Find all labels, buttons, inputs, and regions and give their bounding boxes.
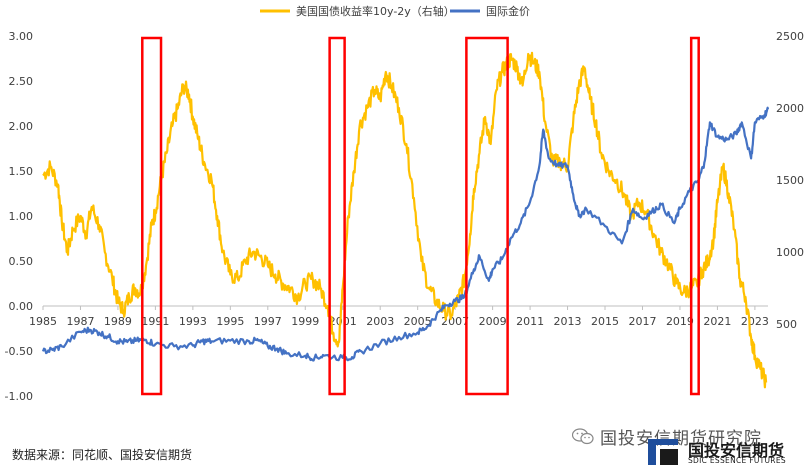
x-tick-label: 2013 <box>554 315 582 328</box>
x-tick-label: 2009 <box>479 315 507 328</box>
legend-label-gold: 国际金价 <box>486 4 530 18</box>
x-tick-label: 1985 <box>29 315 57 328</box>
logo-english-name: SDIC ESSENCE FUTURES <box>688 456 786 465</box>
y-left-tick-label: 0.00 <box>9 300 34 313</box>
logo-chinese-name: 国投安信期货 <box>688 441 785 460</box>
series-lines <box>41 51 770 389</box>
x-tick-label: 1997 <box>254 315 282 328</box>
x-tick-label: 2015 <box>591 315 619 328</box>
series-line-gold-price <box>41 106 770 362</box>
logo-mark-icon <box>648 439 678 465</box>
series-line-yield-spread <box>42 51 768 389</box>
highlight-box <box>141 36 163 396</box>
y-left-tick-label: -0.50 <box>5 345 33 358</box>
x-tick-label: 2001 <box>329 315 357 328</box>
y-right-tick-label: 2000 <box>776 102 804 115</box>
y-left-tick-label: 0.50 <box>9 255 34 268</box>
x-tick-label: 2003 <box>366 315 394 328</box>
x-tick-label: 2023 <box>741 315 769 328</box>
highlight-boxes <box>141 36 700 396</box>
x-tick-label: 1991 <box>141 315 169 328</box>
y-left-tick-label: 1.50 <box>9 165 34 178</box>
x-tick-label: 2021 <box>703 315 731 328</box>
wechat-icon <box>572 428 594 445</box>
y-left-tick-label: -1.00 <box>5 390 33 403</box>
y-right-tick-label: 500 <box>776 318 797 331</box>
chart: 美国国债收益率10y-2y（右轴） 国际金价 3.00 2.50 2.00 1.50 1… <box>5 4 804 403</box>
x-tick-label: 1995 <box>216 315 244 328</box>
x-tick-label: 1987 <box>66 315 94 328</box>
highlight-box <box>689 36 700 396</box>
y-right-tick-label: 1000 <box>776 246 804 259</box>
x-tick-label: 2011 <box>516 315 544 328</box>
y-left-tick-label: 1.00 <box>9 210 34 223</box>
legend: 美国国债收益率10y-2y（右轴） 国际金价 <box>260 4 530 18</box>
y-right-tick-label: 1500 <box>776 174 804 187</box>
legend-label-yield: 美国国债收益率10y-2y（右轴） <box>296 4 455 18</box>
x-tick-label: 1989 <box>104 315 132 328</box>
y-left-tick-label: 2.50 <box>9 75 34 88</box>
x-tick-label: 1993 <box>179 315 207 328</box>
highlight-box <box>328 36 346 396</box>
x-tick-label: 2017 <box>628 315 656 328</box>
watermark-label: 国投安信期货研究院 <box>600 429 762 449</box>
y-left-tick-label: 2.00 <box>9 120 34 133</box>
x-tick-label: 2019 <box>666 315 694 328</box>
company-logo: 国投安信期货 SDIC ESSENCE FUTURES <box>646 437 802 467</box>
x-tick-label: 1999 <box>291 315 319 328</box>
x-tick-label: 2005 <box>404 315 432 328</box>
y-left-tick-label: 3.00 <box>9 30 34 43</box>
watermark-text: 国投安信期货研究院 <box>572 424 762 449</box>
x-tick-label: 2007 <box>441 315 469 328</box>
axes: 3.00 2.50 2.00 1.50 1.00 0.50 0.00 -0.50 -1.00 25… <box>5 30 804 403</box>
source-note: 数据来源：同花顺、国投安信期货 <box>12 448 193 462</box>
y-right-tick-label: 2500 <box>776 30 804 43</box>
highlight-box <box>465 36 509 396</box>
